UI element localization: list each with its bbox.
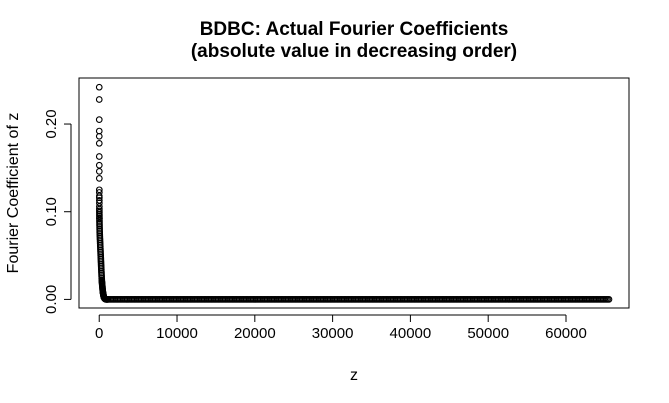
y-tick-label: 0.20 (43, 109, 60, 138)
data-point (95, 83, 103, 91)
y-axis-label: Fourier Coefficient of z (5, 113, 22, 274)
chart-subtitle: (absolute value in decreasing order) (191, 41, 517, 62)
data-point (95, 153, 103, 160)
data-point (605, 296, 613, 303)
x-axis: 0 10000 20000 30000 40000 50000 60000 (95, 314, 587, 342)
data-point (95, 116, 103, 124)
x-tick-label: 30000 (312, 325, 354, 342)
plot-frame (78, 77, 630, 309)
chart-title: BDBC: Actual Fourier Coefficients (200, 19, 509, 40)
x-axis-label: z (350, 367, 358, 384)
y-axis: 0.00 0.10 0.20 (43, 109, 72, 314)
data-point (95, 139, 103, 147)
data-point (95, 161, 103, 169)
x-tick-label: 40000 (390, 325, 432, 342)
y-tick-label: 0.00 (43, 285, 60, 314)
x-tick-label: 20000 (234, 325, 276, 342)
data-point (95, 132, 103, 140)
x-tick-label: 10000 (156, 325, 198, 342)
data-point (95, 168, 103, 175)
x-tick-label: 60000 (545, 325, 587, 342)
x-tick-label: 50000 (467, 325, 509, 342)
data-points (95, 83, 613, 303)
y-tick-label: 0.10 (43, 197, 60, 226)
x-tick-label: 0 (95, 325, 103, 342)
data-point (95, 175, 103, 182)
data-point (95, 96, 103, 103)
